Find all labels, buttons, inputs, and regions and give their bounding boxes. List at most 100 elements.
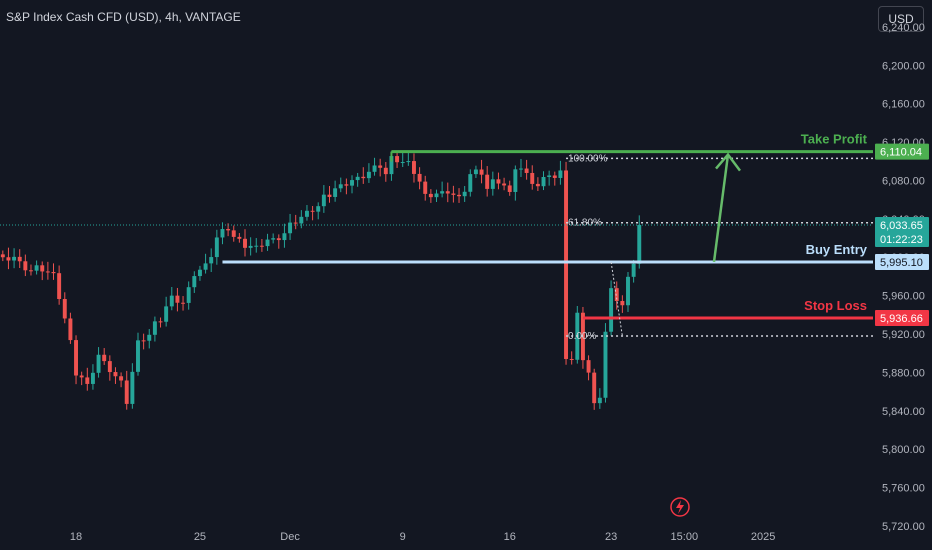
y-tick-label: 6,080.00 xyxy=(882,175,925,187)
price-tag xyxy=(875,216,929,233)
candle xyxy=(434,193,439,198)
candle xyxy=(597,397,602,404)
fib-trendline xyxy=(610,261,623,337)
candle xyxy=(164,306,169,322)
candle xyxy=(226,229,231,231)
target-arrowhead xyxy=(715,152,741,172)
candle xyxy=(265,239,270,247)
candle xyxy=(51,272,56,274)
candle xyxy=(12,256,17,261)
candle xyxy=(34,265,39,271)
price-tag xyxy=(875,253,929,270)
stop-loss-label: Stop Loss xyxy=(804,298,867,313)
candle xyxy=(6,257,11,261)
fib-label: 0.00% xyxy=(568,331,596,342)
x-tick-label: 15:00 xyxy=(671,531,699,543)
candle xyxy=(288,222,293,234)
x-tick-label: 25 xyxy=(194,531,206,543)
candle xyxy=(417,173,422,182)
candle xyxy=(338,184,343,189)
y-tick-label: 6,200.00 xyxy=(882,60,925,72)
x-tick-label: 2025 xyxy=(751,531,775,543)
candle xyxy=(440,191,445,194)
candle xyxy=(259,245,264,247)
price-tag xyxy=(875,143,929,160)
target-arrow xyxy=(712,154,730,263)
candle xyxy=(524,168,529,173)
lightning-icon xyxy=(670,497,690,517)
price-tag xyxy=(875,230,929,247)
candle xyxy=(485,174,490,189)
candle xyxy=(519,168,523,170)
y-tick-label: 5,840.00 xyxy=(882,406,925,418)
candle xyxy=(107,361,112,373)
candle xyxy=(254,245,259,247)
candle xyxy=(614,288,619,302)
candle xyxy=(119,376,124,381)
candles xyxy=(0,151,642,410)
candle xyxy=(378,165,383,168)
candle xyxy=(276,238,281,241)
candle xyxy=(0,254,5,258)
candle xyxy=(62,298,67,319)
candle xyxy=(316,206,321,212)
currency-button[interactable]: USD xyxy=(878,6,924,32)
candle xyxy=(333,188,338,197)
candle xyxy=(366,171,371,179)
candle xyxy=(535,183,540,187)
candle xyxy=(558,170,563,178)
candle xyxy=(310,210,315,212)
price-tags: 6,110.04 6,033.65 01:22:23 5,995.10 5,936.66 xyxy=(875,143,929,327)
candle xyxy=(428,193,433,198)
candle xyxy=(423,181,428,194)
candle xyxy=(293,222,298,224)
time-axis[interactable]: 18 25 Dec 9 16 23 15:00 2025 xyxy=(70,531,776,543)
candle xyxy=(192,276,197,288)
candle xyxy=(158,321,163,323)
candle xyxy=(592,372,597,404)
fib-label: 100.00% xyxy=(568,153,608,164)
candle xyxy=(136,340,140,372)
price-axis[interactable]: 6,240.006,200.006,160.006,120.006,080.00… xyxy=(882,22,925,533)
price-tag-label: 01:22:23 xyxy=(880,234,923,246)
candle xyxy=(203,263,208,270)
candle xyxy=(197,269,202,277)
y-tick-label: 5,920.00 xyxy=(882,329,925,341)
candle xyxy=(502,183,507,186)
x-tick-label: 23 xyxy=(605,531,617,543)
candle xyxy=(327,194,332,197)
candle xyxy=(68,318,73,341)
x-tick-label: 18 xyxy=(70,531,82,543)
candle xyxy=(552,175,557,178)
candle xyxy=(569,358,574,360)
candle xyxy=(130,371,135,404)
candle xyxy=(344,184,349,186)
candle xyxy=(620,301,625,306)
candle xyxy=(248,245,253,248)
annotations xyxy=(0,152,873,517)
y-tick-label: 6,160.00 xyxy=(882,99,925,111)
candle xyxy=(17,256,22,262)
candle xyxy=(586,360,591,373)
y-tick-label: 5,720.00 xyxy=(882,521,925,533)
candle xyxy=(271,238,276,240)
candle xyxy=(389,156,394,175)
candle xyxy=(603,331,608,398)
candle xyxy=(29,270,33,272)
candle xyxy=(243,238,247,248)
candle xyxy=(361,176,366,179)
levels: Take Profit Buy Entry Stop Loss xyxy=(222,132,873,320)
candle xyxy=(214,237,219,258)
candle xyxy=(74,340,79,376)
candle xyxy=(90,372,95,384)
price-tag-label: 5,995.10 xyxy=(880,257,923,269)
candle xyxy=(490,179,495,189)
candle xyxy=(169,295,174,307)
candle xyxy=(547,175,552,177)
candle xyxy=(609,288,614,332)
price-tag-label: 6,033.65 xyxy=(880,220,923,232)
price-tag-label: 5,936.66 xyxy=(880,313,923,325)
buy-entry-label: Buy Entry xyxy=(806,242,868,257)
x-tick-label: 16 xyxy=(504,531,516,543)
